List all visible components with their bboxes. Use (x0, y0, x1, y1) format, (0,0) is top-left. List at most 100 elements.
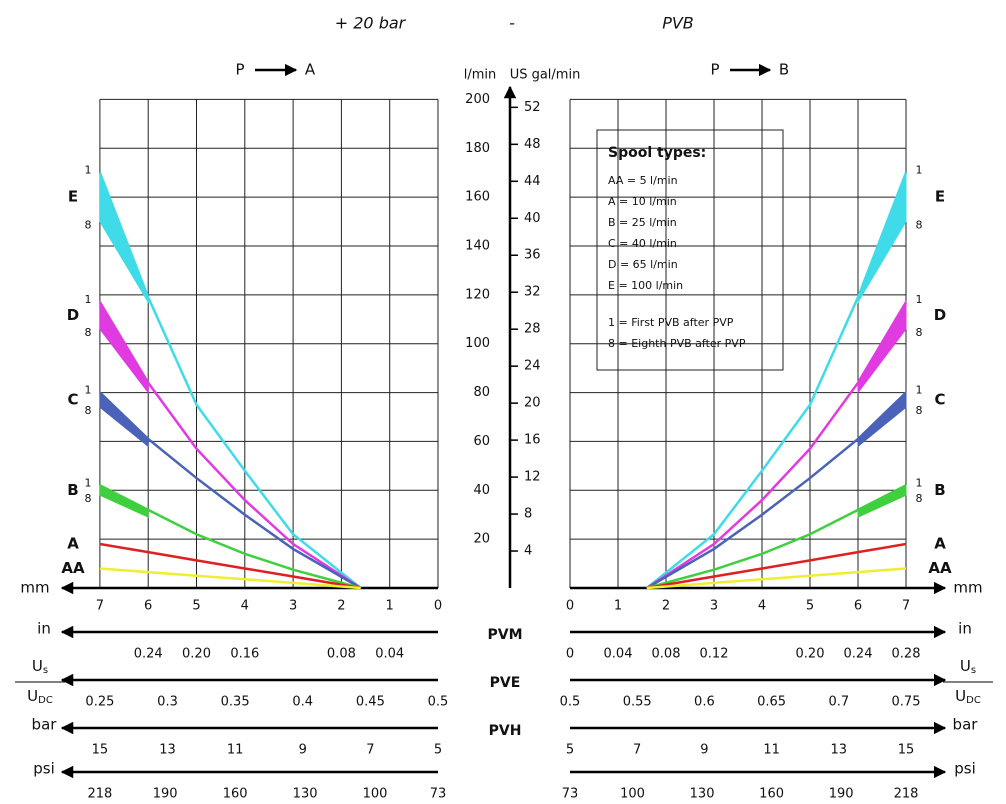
legend-item: 1 = First PVB after PVP (608, 316, 734, 329)
band-label: 1 (916, 384, 923, 397)
line (99, 484, 362, 590)
scale-tick-label: 11 (763, 743, 780, 758)
scale-tick-label: 0.24 (134, 647, 163, 662)
scale-name: bar (32, 716, 58, 734)
band-label: 1 (85, 164, 92, 177)
scale-name-main: U (955, 687, 966, 705)
scale-tick-label: 0.12 (700, 647, 729, 662)
band-label: 1 (85, 293, 92, 306)
series-label: C (67, 390, 78, 408)
series-label: A (67, 535, 79, 553)
legend-box (596, 129, 784, 371)
scale-tick-label: 0.75 (892, 695, 921, 710)
y2-tick-label: 24 (524, 359, 541, 374)
band-label: 8 (85, 492, 92, 505)
subtitle: PVB (662, 14, 694, 33)
x-tick-label: 4 (758, 599, 766, 614)
valve-group: PVM (487, 627, 522, 643)
legend-item: AA = 5 l/min (608, 174, 678, 187)
y2-tick-label: 8 (524, 507, 532, 522)
scale-tick-label: 0.4 (292, 695, 313, 710)
x-tick-label: 0 (434, 599, 442, 614)
scale-tick-label: 218 (87, 787, 112, 802)
scale-tick-label: 160 (759, 787, 784, 802)
scale-tick-label: 0.20 (796, 647, 825, 662)
y2-axis-label: US gal/min (510, 68, 581, 83)
y-tick-label: 80 (473, 385, 490, 400)
legend-item: A = 10 l/min (608, 195, 677, 208)
scale-tick-label: 5 (434, 743, 442, 758)
scale-tick-label: 5 (566, 743, 574, 758)
x-axis-label: mm (953, 579, 982, 597)
x-tick-label: 5 (806, 599, 814, 614)
series-label: D (67, 306, 79, 324)
scale-tick-label: 0.7 (828, 695, 849, 710)
scale-name: in (958, 620, 972, 638)
x-tick-label: 3 (289, 599, 297, 614)
scale-tick-label: 0.3 (157, 695, 178, 710)
band-label: 8 (916, 404, 923, 417)
y-axis-label: l/min (464, 68, 497, 83)
y2-tick-label: 16 (524, 433, 541, 448)
scale-tick-label: 160 (223, 787, 248, 802)
series-label: AA (61, 559, 85, 577)
y2-tick-label: 36 (524, 248, 541, 263)
series-label: E (68, 188, 78, 206)
x-tick-label: 4 (241, 599, 249, 614)
legend-title: Spool types: (608, 145, 706, 161)
scale-tick-label: 15 (898, 743, 915, 758)
line (646, 301, 908, 590)
scale-name-main: U (32, 657, 43, 675)
scale-tick-label: 100 (620, 787, 645, 802)
scale-tick-label: 0.28 (892, 647, 921, 662)
series-label: B (934, 481, 945, 499)
scale-tick-label: 190 (153, 787, 178, 802)
y2-tick-label: 28 (524, 322, 541, 337)
band-label: 8 (85, 326, 92, 339)
scale-name-sub: DC (38, 695, 53, 706)
scale-name: Us (960, 657, 976, 677)
scale-tick-label: 0.04 (375, 647, 404, 662)
scale-name-sub: s (971, 665, 976, 676)
band-label: 1 (916, 476, 923, 489)
legend-item: C = 40 l/min (608, 237, 677, 250)
y-tick-label: 60 (473, 434, 490, 449)
flow-to: A (305, 61, 316, 79)
scale-tick-label: 0.65 (757, 695, 786, 710)
scale-name: Us (32, 657, 48, 677)
flow-to: B (779, 61, 789, 79)
legend-item: E = 100 l/min (608, 279, 683, 292)
x-tick-label: 2 (337, 599, 345, 614)
scale-tick-label: 13 (159, 743, 176, 758)
series-label: E (935, 188, 945, 206)
y-tick-label: 20 (473, 532, 490, 547)
scale-tick-label: 0.55 (623, 695, 652, 710)
line (646, 542, 907, 590)
x-tick-label: 6 (144, 599, 152, 614)
series-label: D (934, 306, 946, 324)
line (646, 484, 907, 590)
band-label: 1 (916, 164, 923, 177)
y2-tick-label: 20 (524, 396, 541, 411)
scale-tick-label: 15 (92, 743, 109, 758)
band-label: 1 (85, 384, 92, 397)
title-sep: - (509, 14, 515, 33)
band-label: 8 (916, 492, 923, 505)
band-label: 8 (916, 219, 923, 232)
line (99, 567, 361, 590)
y2-tick-label: 52 (524, 100, 541, 115)
x-tick-label: 7 (902, 599, 910, 614)
scale-tick-label: 218 (894, 787, 919, 802)
flow-from: P (235, 61, 244, 79)
scale-name: psi (33, 760, 55, 778)
band-label: 8 (916, 326, 923, 339)
band-label: 8 (85, 404, 92, 417)
scale-tick-label: 0.08 (652, 647, 681, 662)
scale-tick-label: 190 (829, 787, 854, 802)
x-tick-label: 5 (192, 599, 200, 614)
legend-item: D = 65 l/min (608, 258, 678, 271)
x-tick-label: 3 (710, 599, 718, 614)
x-tick-label: 7 (96, 599, 104, 614)
scale-name: UDC (955, 687, 981, 707)
scale-name-main: U (27, 687, 38, 705)
